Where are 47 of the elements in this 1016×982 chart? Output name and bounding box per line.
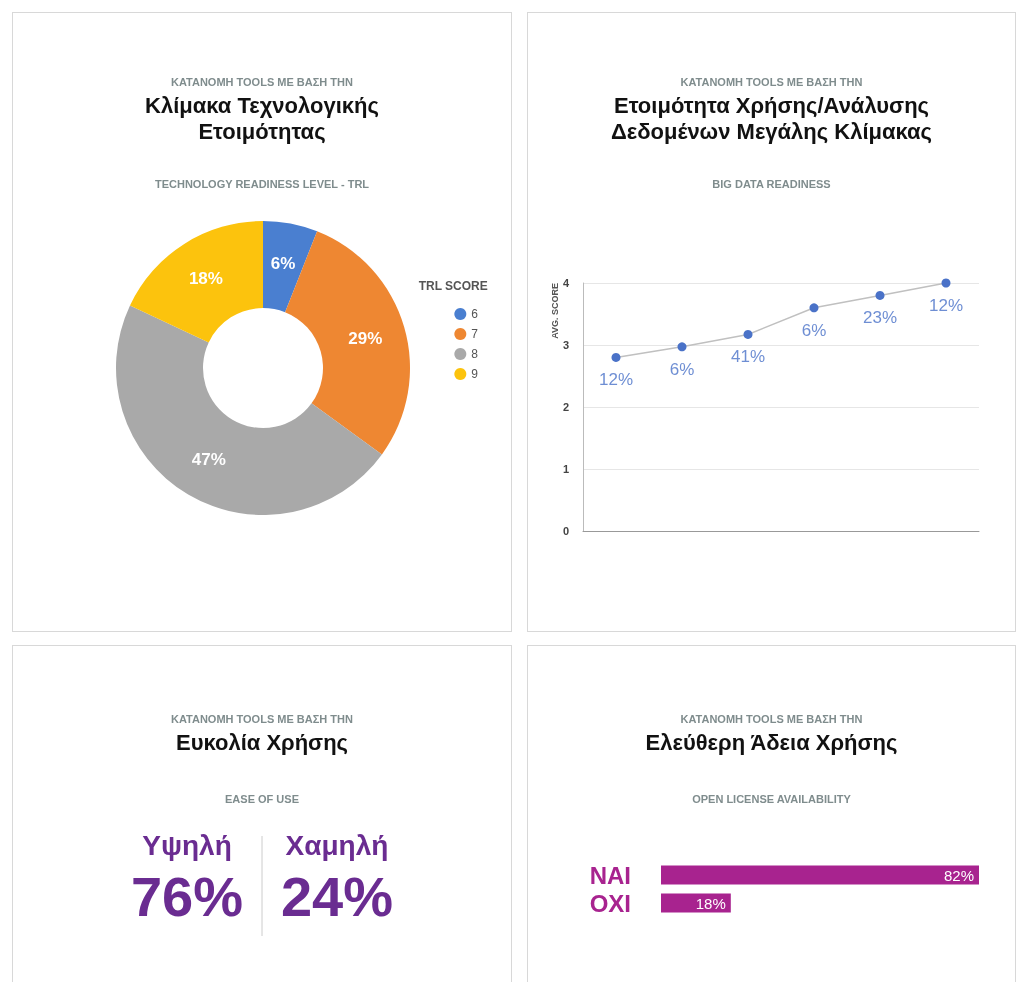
text: ΚΑΤΑΝΟΜΗ TOOLS ΜΕ ΒΑΣΗ ΤΗΝ	[680, 75, 863, 88]
data-label: 18%	[695, 894, 726, 912]
data-label: 29%	[348, 328, 383, 348]
data-label: 6%	[270, 253, 296, 273]
text: ΚΑΤΑΝΟΜΗ TOOLS ΜΕ ΒΑΣΗ ΤΗΝ	[171, 75, 353, 88]
y-tick-label: 0	[562, 525, 569, 537]
point	[875, 290, 885, 300]
y-tick-label: 4	[562, 277, 570, 289]
chart-title: Κλίμακα Τεχνολογικής Ετοιμότητας	[145, 92, 379, 144]
point	[677, 342, 687, 352]
data-label: 47%	[191, 450, 226, 470]
y-tick-label: ΝΑΙ	[589, 861, 631, 889]
point	[743, 329, 753, 339]
chart-subtitle: TECHNOLOGY READINESS LEVEL - TRL	[154, 177, 370, 190]
point	[611, 352, 621, 362]
annotation: 23%	[862, 308, 898, 328]
annotation: 12%	[598, 370, 634, 390]
data-label: 76%	[130, 864, 244, 928]
chart-subtitle: OPEN LICENSE AVAILABILITY	[692, 792, 852, 805]
data-label: 82%	[943, 866, 974, 884]
legend-label: 9	[471, 367, 479, 381]
data-label: 18%	[188, 268, 223, 288]
chart-title: Ελεύθερη Άδεια Χρήσης	[645, 729, 898, 755]
text: Ευκολία Χρήσης	[175, 729, 349, 755]
text: ΚΑΤΑΝΟΜΗ TOOLS ΜΕ ΒΑΣΗ ΤΗΝ	[171, 712, 353, 725]
chart-subtitle: BIG DATA READINESS	[712, 177, 831, 190]
legend-label: 6	[471, 307, 479, 321]
chart-title: Ετοιμότητα Χρήσης/Ανάλυσης Δεδομένων Μεγάλης Κλίμακας	[610, 92, 933, 144]
annotation: 6%	[669, 359, 695, 379]
text: EASE OF USE	[225, 792, 299, 805]
point	[809, 303, 819, 313]
y-axis-title: AVG. SCORE	[549, 283, 560, 339]
annotation: 12%	[928, 296, 964, 315]
legend-label: 8	[471, 347, 479, 361]
y-tick-label: 1	[562, 463, 569, 475]
legend-label: 7	[471, 327, 479, 341]
data-label: 24%	[280, 864, 394, 928]
y-tick-label: ΟΧΙ	[589, 889, 631, 917]
category-label: Υψηλή	[142, 829, 232, 861]
annotation: 41%	[730, 347, 766, 367]
category-label: Χαμηλή	[285, 829, 389, 861]
annotation: 6%	[801, 320, 827, 340]
y-tick-label: 3	[562, 339, 569, 351]
y-tick-label: 2	[562, 401, 569, 413]
text: ΚΑΤΑΝΟΜΗ TOOLS ΜΕ ΒΑΣΗ ΤΗΝ	[680, 712, 863, 725]
legend-title: TRL SCORE	[418, 279, 488, 293]
point	[941, 278, 951, 288]
